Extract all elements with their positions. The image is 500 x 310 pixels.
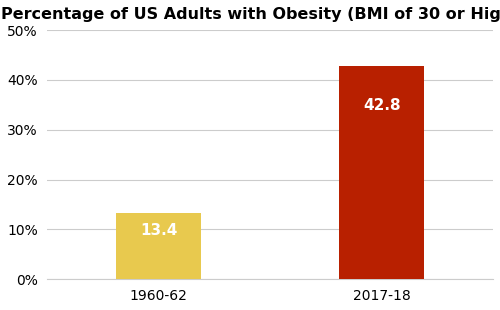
Bar xyxy=(116,213,201,279)
Bar xyxy=(340,66,424,279)
Text: 13.4: 13.4 xyxy=(140,223,177,237)
Text: 42.8: 42.8 xyxy=(363,98,401,113)
Title: Percentage of US Adults with Obesity (BMI of 30 or Higher): Percentage of US Adults with Obesity (BM… xyxy=(2,7,500,22)
